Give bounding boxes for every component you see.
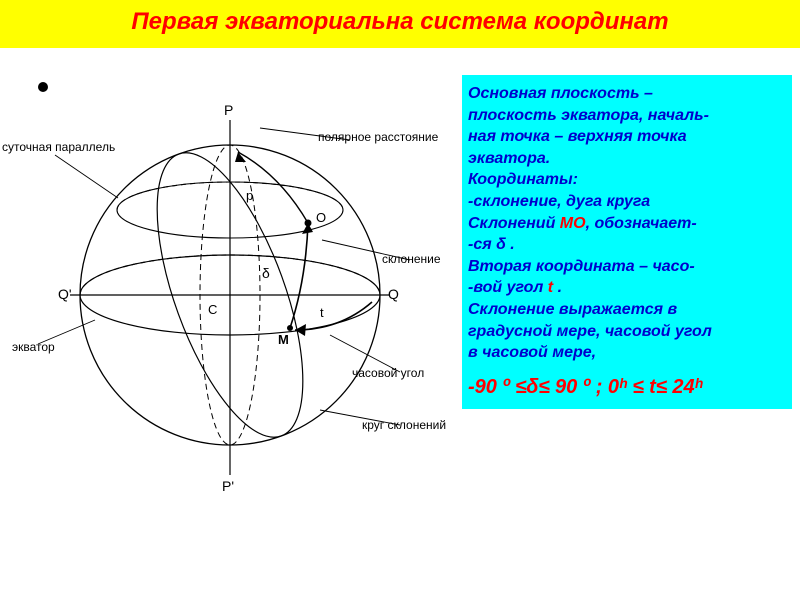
info-line2: плоскость экватора, началь- [468, 105, 786, 127]
info-line8: -ся δ . [468, 234, 786, 256]
label-p: p [246, 188, 253, 203]
title-bar: Первая экваториальна система координат [0, 0, 800, 48]
info-line6: -склонение, дуга круга [468, 191, 786, 213]
label-sklonenie: склонение [382, 252, 441, 266]
highlight-MO: МО [560, 215, 586, 232]
celestial-sphere-diagram: P P' Q Q' C O M p δ t суточная параллель… [0, 80, 460, 520]
label-C: C [208, 302, 217, 317]
info-line13: в часовой мере, [468, 342, 786, 364]
slide-title: Первая экваториальна система координат [131, 8, 668, 35]
formula-range: -90 º ≤δ≤ 90 º ; 0ʰ ≤ t≤ 24ʰ [468, 374, 786, 401]
label-ekvator: экватор [12, 340, 55, 354]
info-line4: экватора. [468, 148, 786, 170]
label-Q1: Q' [58, 286, 72, 302]
label-krug-skl: круг склонений [362, 418, 446, 432]
info-line12: градусной мере, часовой угол [468, 321, 786, 343]
info-line1: Основная плоскость – [468, 83, 786, 105]
info-line10: -вой угол t . [468, 277, 786, 299]
label-Q: Q [388, 286, 399, 302]
label-P: P [224, 102, 233, 118]
label-P1: P' [222, 478, 234, 494]
info-panel: Основная плоскость – плоскость экватора,… [462, 75, 792, 409]
info-line11: Склонение выражается в [468, 299, 786, 321]
label-M: M [278, 332, 289, 347]
label-polar-rasst: полярное расстояние [318, 130, 438, 144]
label-O: O [316, 210, 326, 225]
label-chas-ugol: часовой угол [352, 366, 424, 380]
info-line9: Вторая координата – часо- [468, 256, 786, 278]
label-delta: δ [262, 265, 270, 281]
info-line3: ная точка – верхняя точка [468, 126, 786, 148]
label-sut-par: суточная параллель [2, 140, 115, 154]
info-line5: Координаты: [468, 169, 786, 191]
label-t: t [320, 305, 324, 320]
info-line7: Склонений МО, обозначает- [468, 213, 786, 235]
